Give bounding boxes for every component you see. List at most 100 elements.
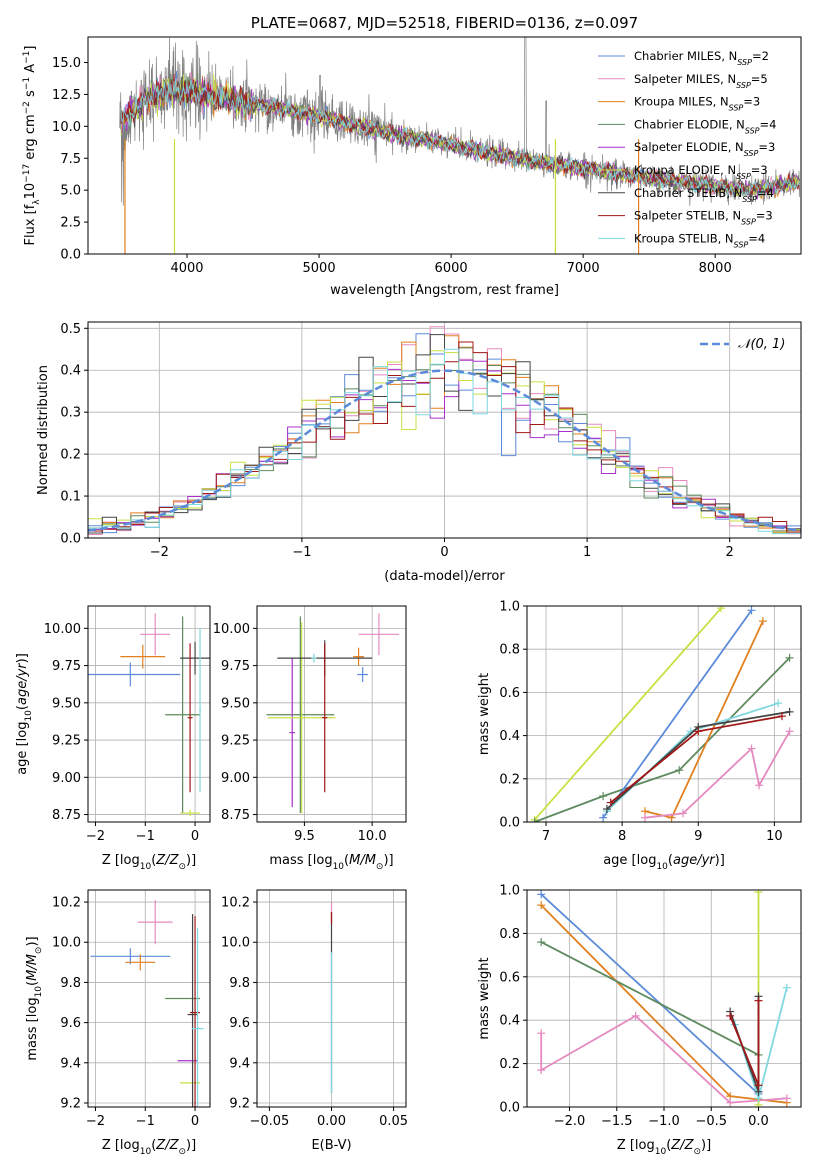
y-tick-label: 0.6 xyxy=(499,970,520,985)
weight-marker xyxy=(774,699,783,708)
x-tick-label: −1.5 xyxy=(601,1114,633,1129)
y-tick-label: 1.0 xyxy=(499,884,520,899)
x-axis-label: Z [log10(Z/Z⊙)] xyxy=(617,1138,711,1157)
y-tick-label: 0.4 xyxy=(499,1014,520,1029)
normal-distribution-curve xyxy=(88,369,801,532)
y-tick-label: 0.6 xyxy=(499,686,520,701)
y-tick-label: 0.0 xyxy=(60,532,81,547)
age_vs_mass-axes xyxy=(257,606,406,822)
weight-marker xyxy=(754,890,763,897)
age_vs_mass-frame: 9.5 10.0 8.75 9.00 9.25 9.50 9.75 10.00 xyxy=(213,605,407,844)
x-tick-label: −2.0 xyxy=(554,1114,586,1129)
y-tick-label: 10.2 xyxy=(221,896,250,911)
legend-label: Chabrier ELODIE, NSSP=4 xyxy=(634,117,776,135)
weight-marker xyxy=(785,707,794,716)
x-tick-label: 0.0 xyxy=(748,1114,769,1129)
y-tick-label: 9.6 xyxy=(229,1016,250,1031)
y-tick-label: 0.4 xyxy=(60,364,81,379)
spectrum-frame: 4000 5000 6000 7000 8000 0.0 2.5 5.0 7.5 10.0 12.5… xyxy=(52,36,802,276)
x-tick-label: −0.5 xyxy=(695,1114,727,1129)
errorbar-point-salpeter_miles xyxy=(140,613,171,656)
weight-marker xyxy=(785,653,794,662)
errorbar-point-kroupa_miles xyxy=(120,644,166,669)
weight-marker xyxy=(537,901,546,910)
x-tick-label: −2 xyxy=(150,545,169,560)
y-tick-label: 9.75 xyxy=(52,659,81,674)
age_vs_Z-plot-area xyxy=(88,613,210,817)
x-tick-label: −2 xyxy=(86,1114,105,1129)
y-tick-label: 15.0 xyxy=(52,56,81,71)
y-tick-label: 8.75 xyxy=(52,808,81,823)
mass_vs_ebv-frame: −0.05 0.00 0.05 9.2 9.4 9.6 9.8 10.0 10.2 xyxy=(221,889,408,1129)
x-tick-label: −1 xyxy=(136,829,155,844)
x-axis-label: age [log10(age/yr)] xyxy=(603,853,725,872)
y-tick-label: 9.00 xyxy=(52,771,81,786)
y-tick-label: 2.5 xyxy=(60,216,81,231)
mass_vs_Z-frame: −2 −1 0 9.2 9.4 9.6 9.8 10.0 10.2 xyxy=(52,889,211,1129)
errorbar-point-chabrier_stelib xyxy=(180,641,210,675)
legend-label: Kroupa MILES, NSSP=3 xyxy=(634,95,760,113)
x-tick-label: 8000 xyxy=(699,261,732,276)
y-tick-label: 9.00 xyxy=(221,771,250,786)
weight-line-chabrier_elodie xyxy=(540,941,759,1056)
y-tick-label: 9.75 xyxy=(221,659,250,674)
age_vs_Z-frame: −2 −1 0 8.75 9.00 9.25 9.50 9.75 10.00 xyxy=(44,605,211,844)
errorbar-point-salpeter_stelib xyxy=(187,643,193,793)
y-tick-label: 0.0 xyxy=(499,1101,520,1116)
x-tick-label: 7000 xyxy=(567,261,600,276)
weight-marker xyxy=(537,1029,546,1038)
x-tick-label: 0 xyxy=(191,1114,199,1129)
weight-marker xyxy=(717,606,726,613)
errorbar-point-salpeter_elodie xyxy=(289,658,295,808)
errorbar-point-kroupa_miles xyxy=(353,647,365,666)
weight-marker xyxy=(782,983,791,992)
y-tick-label: 0.2 xyxy=(60,448,81,463)
errorbar-point-kroupa_elodie xyxy=(180,810,201,817)
residuals-frame: −2 −1 0 1 2 0.0 0.1 0.2 0.3 0.4 0.5 xyxy=(60,321,802,560)
legend-label: Chabrier MILES, NSSP=2 xyxy=(634,49,769,67)
residual-histogram-kroupa_stelib xyxy=(88,348,801,535)
errorbar-point-kroupa_stelib xyxy=(199,628,202,793)
x-tick-label: 7 xyxy=(542,829,550,844)
weight-marker xyxy=(640,813,649,822)
weight-line-kroupa_elodie xyxy=(533,607,722,821)
weight-marker xyxy=(530,818,539,822)
y-tick-label: 1.0 xyxy=(499,600,520,615)
errorbar-point-chabrier_miles xyxy=(88,662,181,687)
y-tick-label: 10.0 xyxy=(221,936,250,951)
residuals-plot-area xyxy=(88,326,801,537)
y-tick-label: 0.8 xyxy=(499,643,520,658)
errorbar-point-kroupa_stelib xyxy=(311,653,317,663)
x-tick-label: 0.00 xyxy=(317,1114,346,1129)
legend-label: 𝒩(0, 1) xyxy=(738,337,785,352)
x-tick-label: 1 xyxy=(583,545,591,560)
weight_vs_Z-plot-area xyxy=(537,890,791,1107)
y-tick-label: 9.4 xyxy=(229,1056,250,1071)
y-tick-label: 9.2 xyxy=(60,1096,81,1111)
residuals-legend: 𝒩(0, 1) xyxy=(700,337,785,352)
weight-marker xyxy=(694,727,703,736)
x-axis-label: wavelength [Angstrom, rest frame] xyxy=(330,283,559,298)
x-tick-label: −1 xyxy=(136,1114,155,1129)
x-axis-label: (data-model)/error xyxy=(384,569,505,584)
weight-marker xyxy=(758,617,767,626)
weight-marker xyxy=(537,890,546,899)
x-tick-label: 4000 xyxy=(170,261,203,276)
weight-marker xyxy=(755,781,764,790)
x-tick-label: 10 xyxy=(766,829,783,844)
weight-marker xyxy=(675,766,684,775)
y-tick-label: 7.5 xyxy=(60,152,81,167)
weight-marker xyxy=(537,1066,546,1075)
y-tick-label: 10.00 xyxy=(44,622,81,637)
y-tick-label: 9.50 xyxy=(52,696,81,711)
legend-label: Salpeter ELODIE, NSSP=3 xyxy=(634,140,775,158)
x-tick-label: 8 xyxy=(618,829,626,844)
weight-marker xyxy=(754,1081,763,1090)
y-tick-label: 9.25 xyxy=(221,734,250,749)
y-tick-label: 0.5 xyxy=(60,322,81,337)
y-tick-label: 9.4 xyxy=(60,1056,81,1071)
weight-marker xyxy=(754,996,763,1005)
weight-marker xyxy=(747,606,756,615)
weight-line-chabrier_miles xyxy=(602,609,753,819)
x-axis-label: E(B-V) xyxy=(311,1138,351,1153)
